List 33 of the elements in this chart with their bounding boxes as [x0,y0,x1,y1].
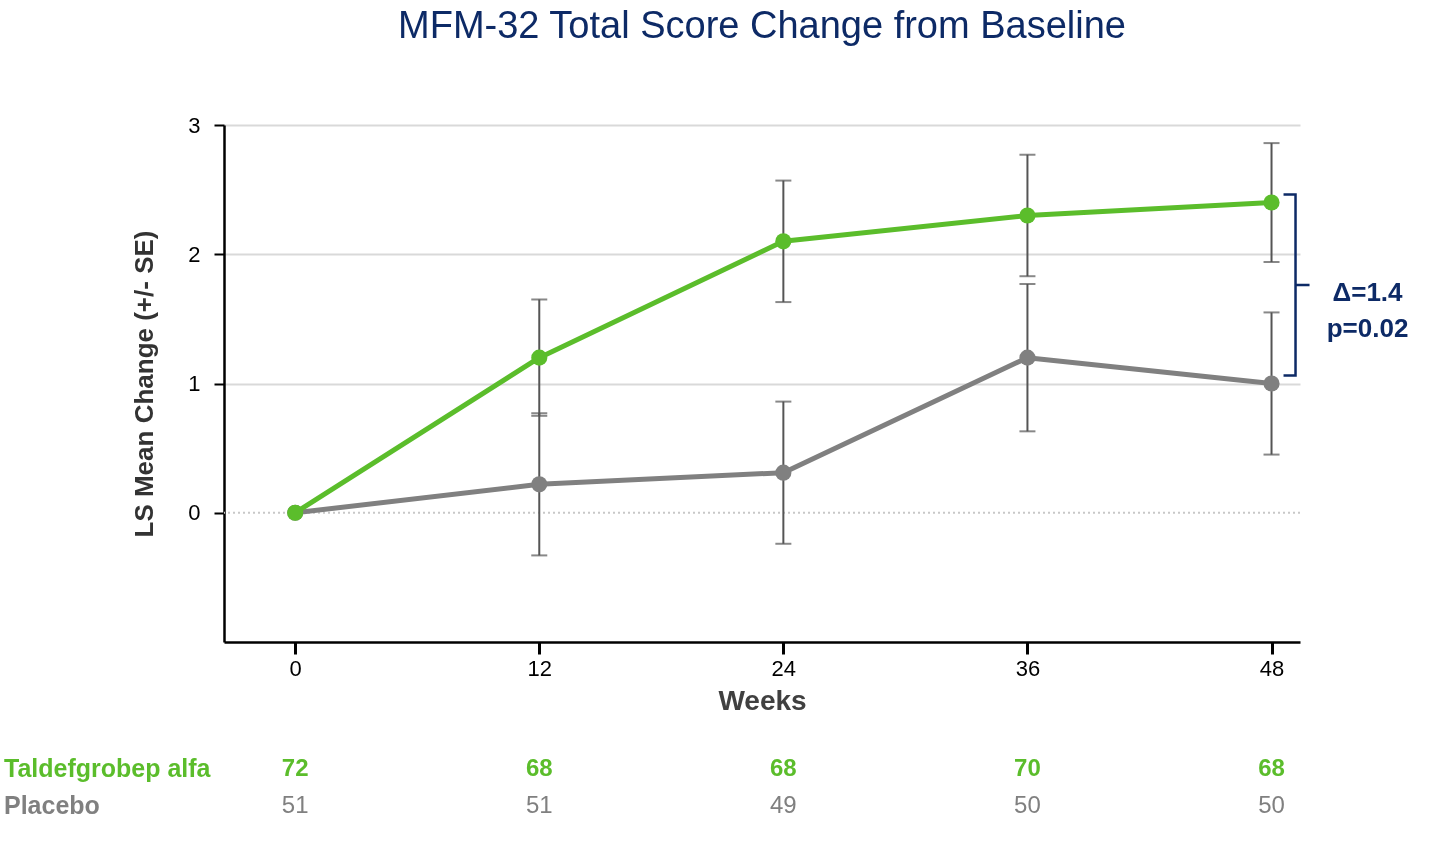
text: 72 [281,754,309,781]
text: 50 [1014,791,1041,818]
text: Δ=1.4 p=0.02 [1326,277,1409,344]
y-axis-title: LS Mean Change (+/- SE) [129,230,160,538]
text: 51 [525,791,553,818]
y-tick-label: 3 [188,112,201,138]
x-axis-title: Weeks [718,684,807,716]
x-tick-label: 24 [771,655,797,681]
point [775,233,792,250]
text: 49 [770,791,797,818]
point [1263,375,1280,392]
chart-title: MFM-32 Total Score Change from Baseline [398,4,1126,46]
x-tick-label: 48 [1259,655,1285,681]
point [531,349,548,366]
y-tick-label: 0 [188,500,201,526]
y-tick-label: 1 [188,371,201,396]
point [1263,194,1280,211]
text: 50 [1258,791,1285,818]
text: 70 [1014,754,1041,781]
point [1019,207,1036,224]
text: 68 [770,754,797,781]
x-tick-label: 0 [289,655,302,681]
x-tick-label: 36 [1015,655,1041,681]
point [775,464,792,481]
text: 51 [281,791,309,818]
point [531,476,548,493]
text: Placebo [4,791,100,819]
y-tick-label: 2 [188,241,201,267]
point [1019,349,1036,366]
x-tick-label: 12 [527,655,553,681]
text: 68 [525,754,553,781]
text: Taldefgrobep alfa [4,754,212,782]
text: 68 [1258,754,1285,781]
